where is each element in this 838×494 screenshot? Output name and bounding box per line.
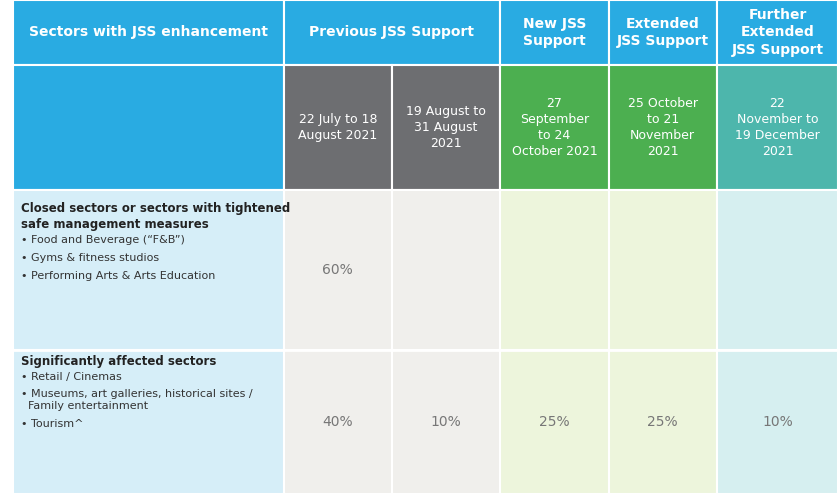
Bar <box>13 65 284 190</box>
Bar <box>716 190 838 350</box>
Bar <box>500 65 608 190</box>
Bar <box>716 350 838 494</box>
Bar <box>284 190 392 350</box>
Bar <box>284 65 392 190</box>
Bar <box>13 350 284 494</box>
Text: Further
Extended
JSS Support: Further Extended JSS Support <box>732 8 824 57</box>
Text: 10%: 10% <box>762 415 793 429</box>
Text: 22
November to
19 December
2021: 22 November to 19 December 2021 <box>735 97 820 158</box>
Bar <box>500 350 608 494</box>
Bar <box>284 350 392 494</box>
Bar <box>13 190 284 350</box>
Text: • Performing Arts & Arts Education: • Performing Arts & Arts Education <box>21 271 215 281</box>
Text: 40%: 40% <box>323 415 353 429</box>
Text: • Retail / Cinemas: • Retail / Cinemas <box>21 372 122 382</box>
Text: • Food and Beverage (“F&B”): • Food and Beverage (“F&B”) <box>21 235 184 245</box>
Bar <box>284 0 500 65</box>
Text: 10%: 10% <box>431 415 462 429</box>
Text: New JSS
Support: New JSS Support <box>523 17 586 48</box>
Bar <box>500 190 608 350</box>
Text: 25 October
to 21
November
2021: 25 October to 21 November 2021 <box>628 97 698 158</box>
Text: Extended
JSS Support: Extended JSS Support <box>617 17 709 48</box>
Bar <box>392 190 500 350</box>
Bar <box>608 0 716 65</box>
Text: 22 July to 18
August 2021: 22 July to 18 August 2021 <box>298 113 377 142</box>
Bar <box>716 65 838 190</box>
Bar <box>13 0 284 65</box>
Text: 19 August to
31 August
2021: 19 August to 31 August 2021 <box>406 105 486 150</box>
Bar <box>392 350 500 494</box>
Text: 25%: 25% <box>539 415 570 429</box>
Bar <box>608 190 716 350</box>
Text: 60%: 60% <box>323 263 354 277</box>
Bar <box>608 65 716 190</box>
Text: 27
September
to 24
October 2021: 27 September to 24 October 2021 <box>511 97 597 158</box>
Text: Significantly affected sectors: Significantly affected sectors <box>21 355 216 368</box>
Text: Sectors with JSS enhancement: Sectors with JSS enhancement <box>28 26 268 40</box>
Text: Previous JSS Support: Previous JSS Support <box>309 26 474 40</box>
Bar <box>608 350 716 494</box>
Text: Closed sectors or sectors with tightened
safe management measures: Closed sectors or sectors with tightened… <box>21 202 290 231</box>
Text: • Gyms & fitness studios: • Gyms & fitness studios <box>21 253 159 263</box>
Bar <box>500 0 608 65</box>
Bar <box>716 0 838 65</box>
Text: • Museums, art galleries, historical sites /
  Family entertainment: • Museums, art galleries, historical sit… <box>21 389 252 412</box>
Bar <box>392 65 500 190</box>
Text: • Tourism^: • Tourism^ <box>21 419 83 429</box>
Text: 25%: 25% <box>648 415 678 429</box>
